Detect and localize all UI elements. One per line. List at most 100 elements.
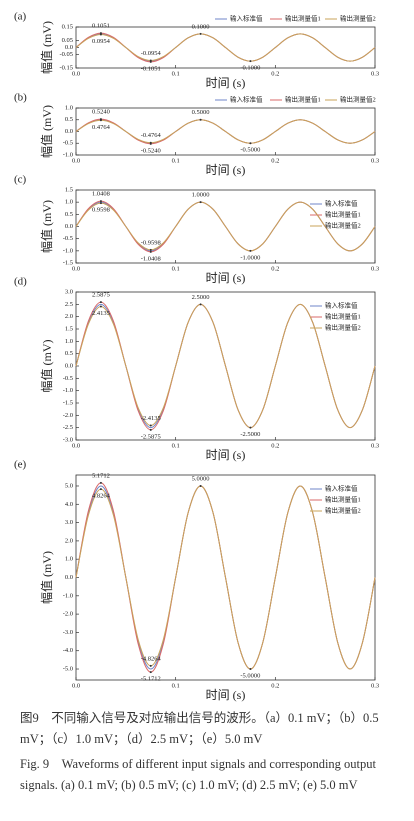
figure: (a)幅值 (mV)时间 (s)-0.15-0.050.00.050.150.0… bbox=[14, 11, 379, 702]
y-tick-label: -1.0 bbox=[63, 151, 73, 158]
annotation-label: 1.0000 bbox=[192, 192, 210, 199]
y-tick-label: 0.5 bbox=[65, 116, 73, 123]
x-tick-label: 0.2 bbox=[271, 157, 279, 164]
legend-label: 输出测量值2 bbox=[325, 220, 361, 229]
y-tick-label: 0.0 bbox=[65, 574, 73, 581]
annotation-label: 0.9598 bbox=[92, 207, 110, 214]
y-axis-label: 幅值 (mV) bbox=[39, 105, 54, 158]
annotation-label: -0.1051 bbox=[141, 65, 161, 72]
panel-label: (e) bbox=[14, 459, 27, 471]
annotation-point bbox=[249, 60, 252, 63]
y-tick-label: 3.0 bbox=[65, 288, 73, 295]
annotation-label: -1.0000 bbox=[240, 254, 260, 261]
panel-label: (d) bbox=[14, 276, 27, 288]
y-tick-label: 0.15 bbox=[62, 23, 73, 30]
x-tick-label: 0.3 bbox=[371, 70, 379, 77]
y-tick-label: 4.0 bbox=[65, 501, 73, 508]
y-tick-label: 0.5 bbox=[65, 211, 73, 218]
annotation-label: -0.5000 bbox=[240, 147, 260, 154]
x-tick-label: 0.3 bbox=[371, 157, 379, 164]
y-tick-label: 1.0 bbox=[65, 556, 73, 563]
annotation-label: -2.5875 bbox=[141, 433, 161, 440]
annotation-label: 2.4135 bbox=[92, 310, 110, 317]
y-tick-label: -5.0 bbox=[63, 666, 73, 673]
annotation-point bbox=[249, 668, 252, 671]
y-tick-label: 2.0 bbox=[65, 313, 73, 320]
y-tick-label: 0.0 bbox=[65, 223, 73, 230]
annotation-label: -1.0408 bbox=[141, 255, 161, 262]
annotation-label: 1.0408 bbox=[92, 191, 110, 198]
series-line bbox=[75, 201, 376, 252]
legend-label: 输出测量值2 bbox=[340, 13, 376, 22]
annotation-point bbox=[149, 248, 152, 251]
annotation-point bbox=[199, 118, 202, 121]
y-tick-label: 0.05 bbox=[62, 37, 73, 44]
y-tick-label: 1.5 bbox=[65, 325, 73, 332]
x-tick-label: 0.3 bbox=[371, 442, 379, 449]
y-tick-label: 1.0 bbox=[65, 338, 73, 345]
annotation-point bbox=[249, 249, 252, 252]
x-tick-label: 0.2 bbox=[271, 682, 279, 689]
annotation-point bbox=[149, 428, 152, 431]
y-tick-label: -2.5 bbox=[63, 424, 73, 431]
y-tick-label: -2.0 bbox=[63, 611, 73, 618]
annotation-label: -5.0000 bbox=[240, 673, 260, 680]
x-tick-label: 0.0 bbox=[72, 157, 80, 164]
annotation-point bbox=[149, 671, 152, 674]
annotation-label: -4.8264 bbox=[141, 655, 162, 662]
annotation-label: 0.1000 bbox=[192, 23, 210, 30]
legend-label: 输出测量值2 bbox=[340, 94, 376, 103]
series-line bbox=[75, 119, 376, 144]
annotation-point bbox=[149, 664, 152, 667]
annotation-point bbox=[149, 250, 152, 253]
panel-label: (c) bbox=[14, 174, 27, 186]
annotation-label: 5.1712 bbox=[92, 472, 110, 479]
annotation-label: 0.1051 bbox=[92, 23, 110, 30]
series-line bbox=[75, 33, 376, 62]
annotation-point bbox=[149, 60, 152, 63]
y-tick-label: 2.5 bbox=[65, 301, 73, 308]
y-axis-label: 幅值 (mV) bbox=[39, 340, 54, 393]
annotation-point bbox=[199, 201, 202, 204]
y-axis-label: 幅值 (mV) bbox=[39, 551, 54, 604]
annotation-point bbox=[99, 200, 102, 203]
annotation-label: -0.9598 bbox=[141, 239, 161, 246]
annotation-point bbox=[249, 142, 252, 145]
panel-label: (a) bbox=[14, 11, 27, 23]
legend-label: 输入标准值 bbox=[230, 94, 263, 103]
y-tick-label: 1.0 bbox=[65, 199, 73, 206]
annotation-label: 2.5875 bbox=[92, 292, 110, 299]
y-tick-label: -1.5 bbox=[63, 399, 73, 406]
annotation-point bbox=[99, 33, 102, 36]
annotation-label: -0.4764 bbox=[141, 132, 162, 139]
annotation-point bbox=[199, 32, 202, 35]
annotation-label: -0.1000 bbox=[240, 65, 260, 72]
y-tick-label: -1.0 bbox=[63, 592, 73, 599]
annotation-label: 0.5240 bbox=[92, 109, 110, 116]
y-axis-label: 幅值 (mV) bbox=[39, 200, 54, 253]
annotation-label: -2.5000 bbox=[240, 431, 260, 438]
x-tick-label: 0.0 bbox=[72, 265, 80, 272]
x-tick-label: 0.3 bbox=[371, 265, 379, 272]
legend-label: 输入标准值 bbox=[325, 198, 358, 207]
annotation-point bbox=[99, 202, 102, 205]
annotation-point bbox=[99, 305, 102, 308]
legend-label: 输出测量值1 bbox=[285, 13, 321, 22]
annotation-point bbox=[149, 142, 152, 145]
y-tick-label: -0.05 bbox=[59, 51, 73, 58]
legend-label: 输入标准值 bbox=[325, 483, 358, 492]
y-tick-label: -2.0 bbox=[63, 412, 73, 419]
y-tick-label: -1.5 bbox=[63, 259, 73, 266]
y-tick-label: -1.0 bbox=[63, 247, 73, 254]
y-tick-label: 0.0 bbox=[65, 44, 73, 51]
annotation-point bbox=[149, 424, 152, 427]
x-tick-label: 0.1 bbox=[172, 157, 180, 164]
x-tick-label: 0.1 bbox=[172, 265, 180, 272]
y-axis-label: 幅值 (mV) bbox=[39, 21, 54, 74]
y-tick-label: -4.0 bbox=[63, 647, 73, 654]
x-tick-label: 0.0 bbox=[72, 682, 80, 689]
annotation-label: -5.1712 bbox=[141, 676, 161, 683]
y-tick-label: -3.0 bbox=[63, 629, 73, 636]
annotation-point bbox=[99, 488, 102, 491]
